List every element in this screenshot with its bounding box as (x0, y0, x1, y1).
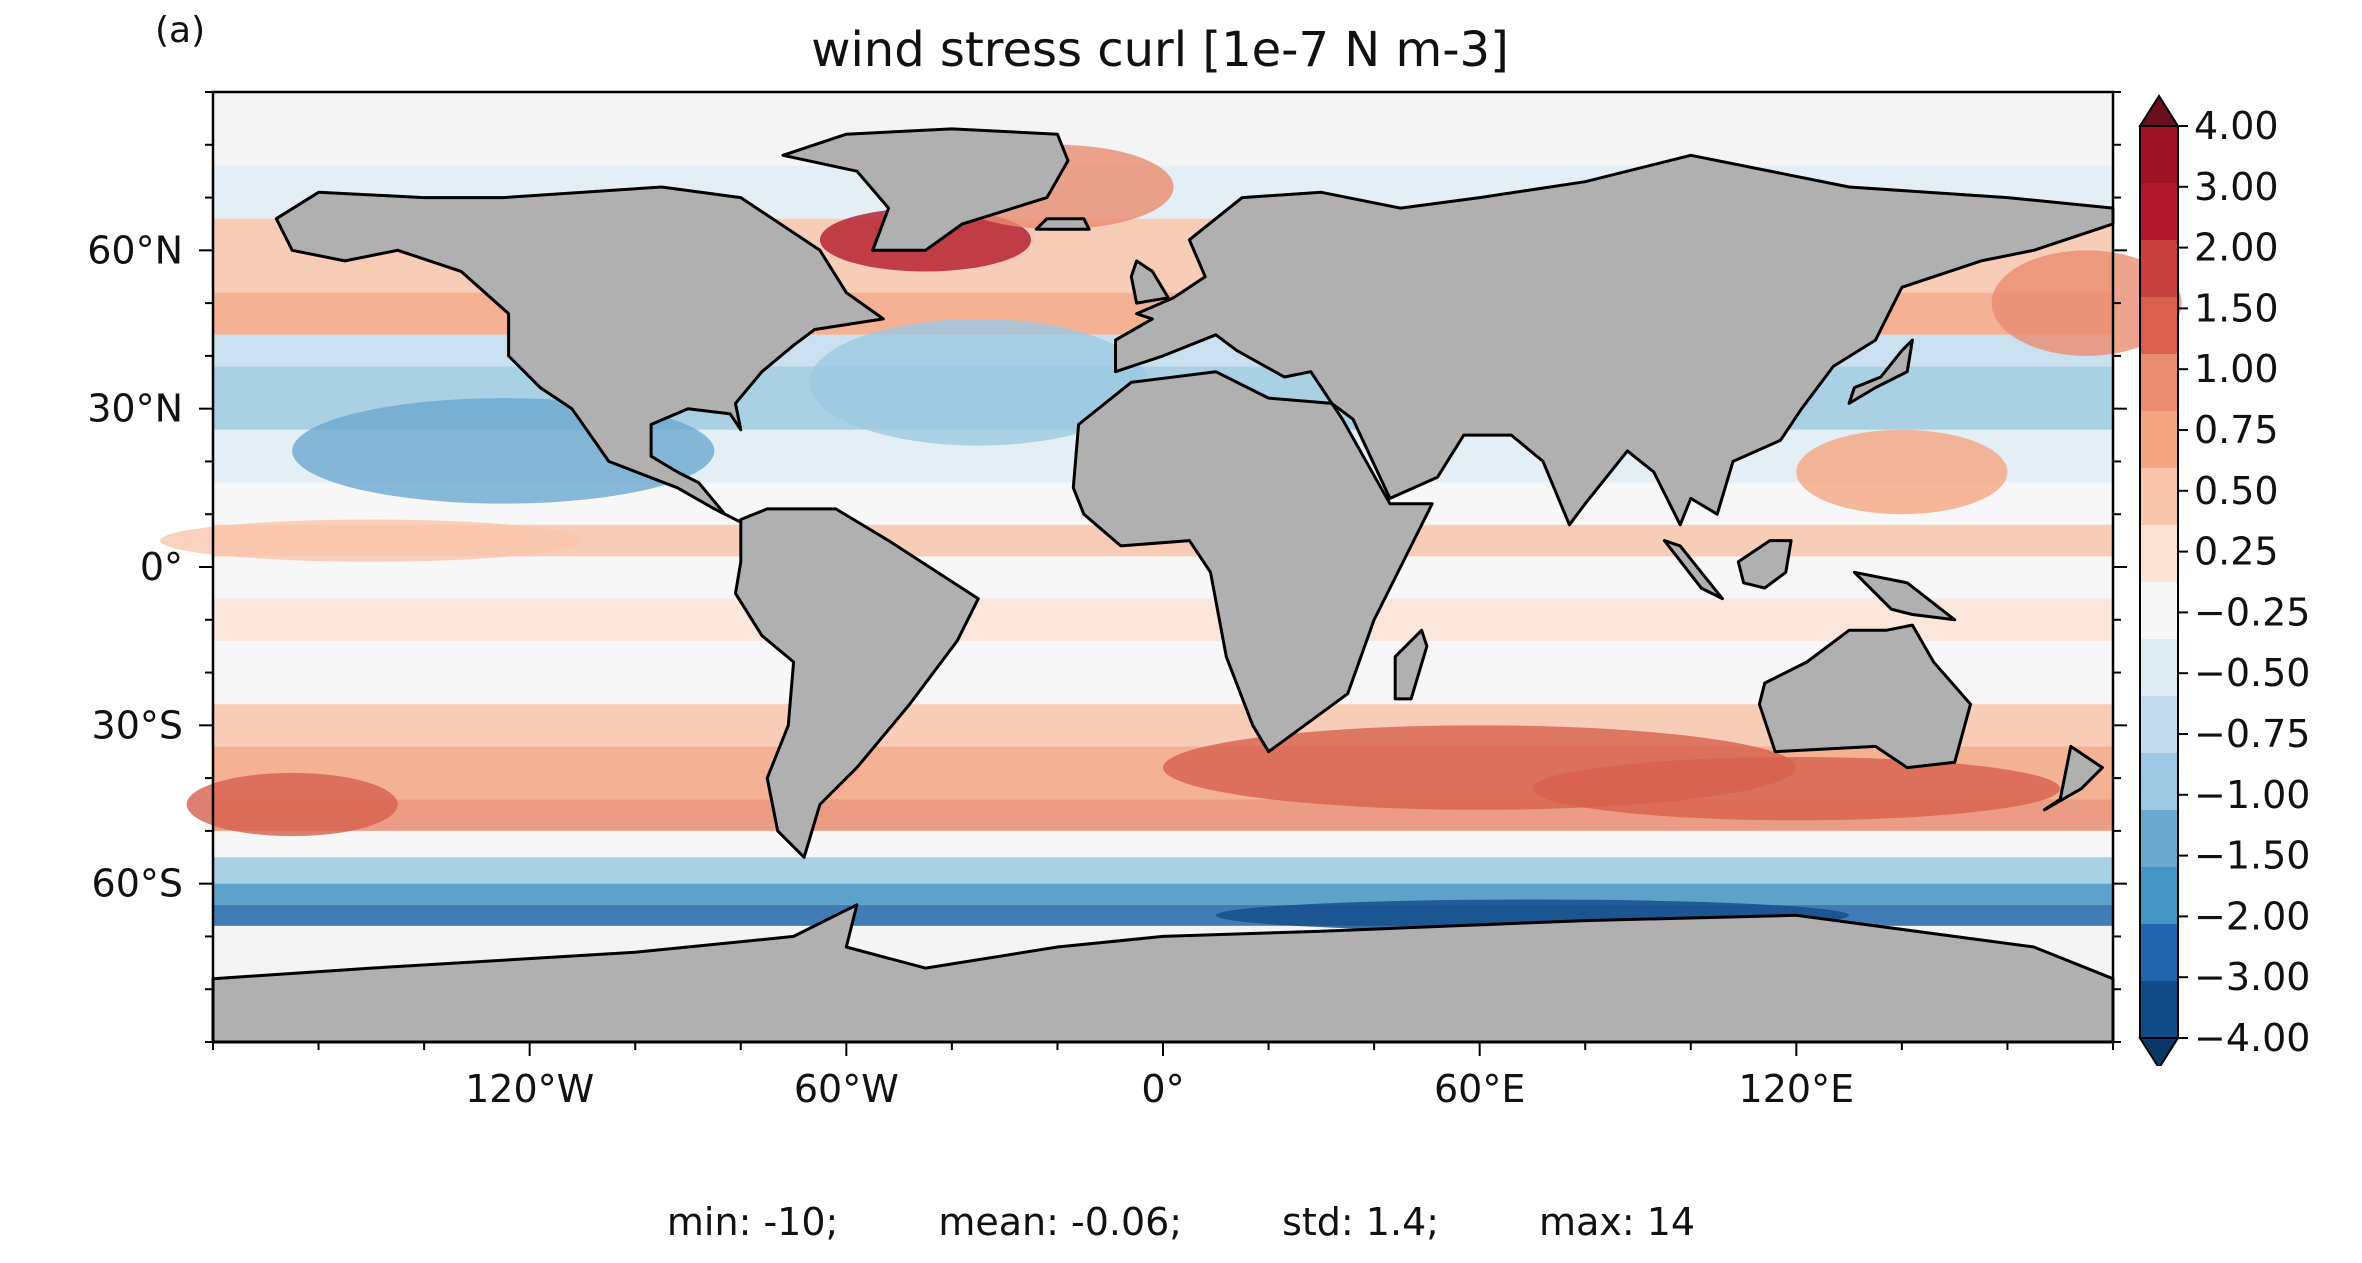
field-band (213, 556, 2113, 599)
colorbar-label: −4.00 (2194, 1016, 2310, 1060)
field-band (213, 857, 2113, 884)
colorbar-segment (2140, 981, 2178, 1038)
colorbar-label: −3.00 (2194, 955, 2310, 999)
field-band (213, 598, 2113, 641)
stat-std: std: 1.4; (1282, 1200, 1440, 1244)
landmass-sumatra (1662, 539, 1724, 601)
landmass-north-america (274, 185, 885, 527)
colorbar-segment (2140, 867, 2178, 924)
x-tick-label: 120°E (1739, 1067, 1855, 1111)
y-tick-label: 60°N (87, 228, 183, 272)
landmass-south-america (734, 507, 980, 859)
landmass-eurasia (1114, 153, 2115, 527)
landmass-africa (1071, 370, 1434, 754)
world-map-svg (160, 90, 2182, 1056)
field-band (213, 830, 2113, 858)
y-tick-label: 30°S (92, 703, 183, 747)
x-tick-label: 60°W (794, 1067, 899, 1111)
stat-min: min: -10; (666, 1200, 839, 1244)
stat-mean: mean: -0.06; (938, 1200, 1183, 1244)
colorbar-label: 1.00 (2194, 347, 2279, 391)
landmass-iceland (1034, 217, 1091, 231)
colorbar: 4.00 3.00 2.00 1.50 1.00 0.75 0.50 0.25 −0.25 −0.… (2138, 94, 2310, 1066)
panel-label: (a) (155, 10, 206, 51)
colorbar-extend-max (2138, 94, 2180, 127)
colorbar-label: −1.50 (2194, 834, 2310, 878)
x-tick-label: 60°E (1434, 1067, 1525, 1111)
landmass-new-guinea (1852, 570, 1957, 622)
colorbar-segment (2140, 753, 2178, 810)
colorbar-segment (2140, 639, 2178, 696)
colorbar-extend-min (2138, 1037, 2180, 1066)
y-tick-label: 0° (140, 545, 183, 589)
colorbar-segment (2140, 183, 2178, 240)
axes (199, 91, 2127, 1056)
colorbar-label: −0.75 (2194, 712, 2310, 756)
colorbar-segment (2140, 468, 2178, 525)
colorbar-label: 3.00 (2194, 165, 2279, 209)
field-band (213, 92, 2113, 166)
landmass-japan (1847, 338, 1914, 405)
colorbar-segment (2140, 297, 2178, 354)
field-anomaly (809, 318, 1148, 446)
colorbar-segment (2140, 810, 2178, 867)
colorbar-segment (2140, 924, 2178, 981)
colorbar-segment (2140, 696, 2178, 753)
landmass-madagascar (1393, 628, 1429, 701)
colorbar-segment (2140, 525, 2178, 582)
colorbar-segment (2140, 354, 2178, 411)
colorbar-frame (2139, 125, 2179, 1039)
landmass-borneo (1736, 539, 1793, 590)
x-tick-label: 0° (1141, 1067, 1184, 1111)
colorbar-segment (2140, 411, 2178, 468)
stats-line: min: -10; mean: -0.06; std: 1.4; max: 14 (0, 1200, 2362, 1244)
y-tick-label: 30°N (87, 387, 183, 431)
colorbar-label: −0.50 (2194, 651, 2310, 695)
colorbar-segment (2140, 240, 2178, 297)
landmass-new-zealand (2042, 744, 2104, 812)
field-anomaly (186, 772, 398, 837)
field-band (213, 883, 2113, 905)
colorbar-label: 0.75 (2194, 408, 2279, 452)
landmass-australia (1757, 623, 1972, 770)
landmass-antarctica (211, 903, 2115, 1044)
colorbar-label: 2.00 (2194, 226, 2279, 270)
field-anomaly (1532, 757, 2061, 821)
landmass-uk (1129, 259, 1170, 305)
landmass-greenland (781, 127, 1070, 252)
chart-title: wind stress curl [1e-7 N m-3] (811, 22, 1509, 78)
colorbar-label: −2.00 (2194, 894, 2310, 938)
field-anomaly (160, 519, 583, 562)
x-tick-label: 120°W (465, 1067, 594, 1111)
colorbar-label: 0.50 (2194, 469, 2279, 513)
colorbar-label: 1.50 (2194, 286, 2279, 330)
field-anomaly (1796, 429, 2008, 515)
field-anomaly (1991, 250, 2182, 356)
colorbar-label: −1.00 (2194, 773, 2310, 817)
colorbar-segment (2140, 126, 2178, 183)
colorbar-segment (2140, 582, 2178, 639)
map-area (160, 90, 2182, 1056)
stat-max: max: 14 (1539, 1200, 1696, 1244)
colorbar-label: 4.00 (2194, 104, 2279, 148)
colorbar-label: −0.25 (2194, 590, 2310, 634)
colorbar-label: 0.25 (2194, 530, 2279, 574)
y-tick-label: 60°S (92, 862, 183, 906)
